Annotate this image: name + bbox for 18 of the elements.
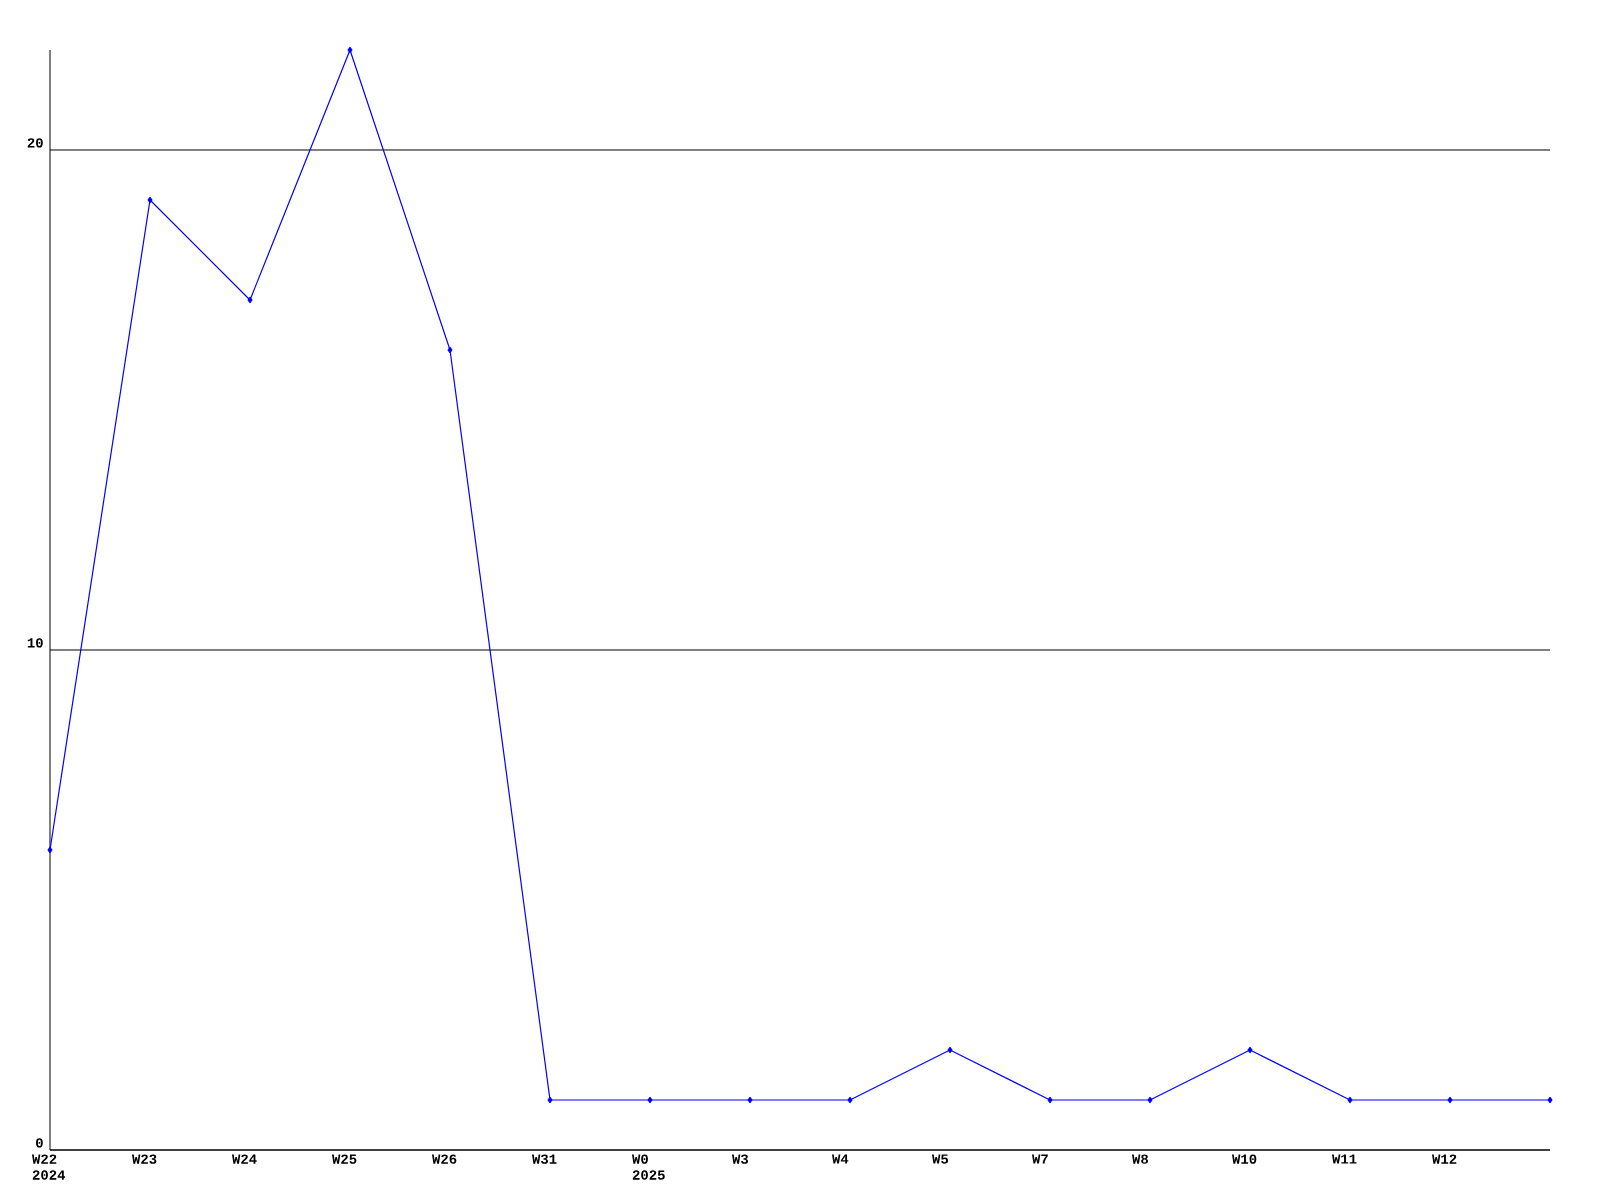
y-tick-label: 10 <box>27 638 43 648</box>
y-tick-label: 20 <box>27 138 43 148</box>
x-tick-label: W12 <box>1432 1154 1457 1164</box>
x-tick-label: W7 <box>1032 1154 1048 1164</box>
y-tick-label: 0 <box>36 1138 43 1148</box>
x-tick-label: W22 2024 <box>32 1154 66 1180</box>
x-tick-label: W31 <box>532 1154 557 1164</box>
x-tick-label: W26 <box>432 1154 457 1164</box>
x-tick-label: W5 <box>932 1154 949 1164</box>
x-tick-label: W8 <box>1132 1154 1149 1164</box>
x-tick-label: W23 <box>132 1154 157 1164</box>
x-tick-label: W10 <box>1232 1154 1257 1164</box>
x-tick-label: W0 2025 <box>632 1154 665 1180</box>
x-tick-label: W3 <box>732 1154 749 1164</box>
x-tick-label: W11 <box>1332 1154 1357 1164</box>
x-tick-label: W25 <box>332 1154 357 1164</box>
x-tick-label: W4 <box>832 1154 849 1164</box>
x-tick-label: W24 <box>232 1154 257 1164</box>
